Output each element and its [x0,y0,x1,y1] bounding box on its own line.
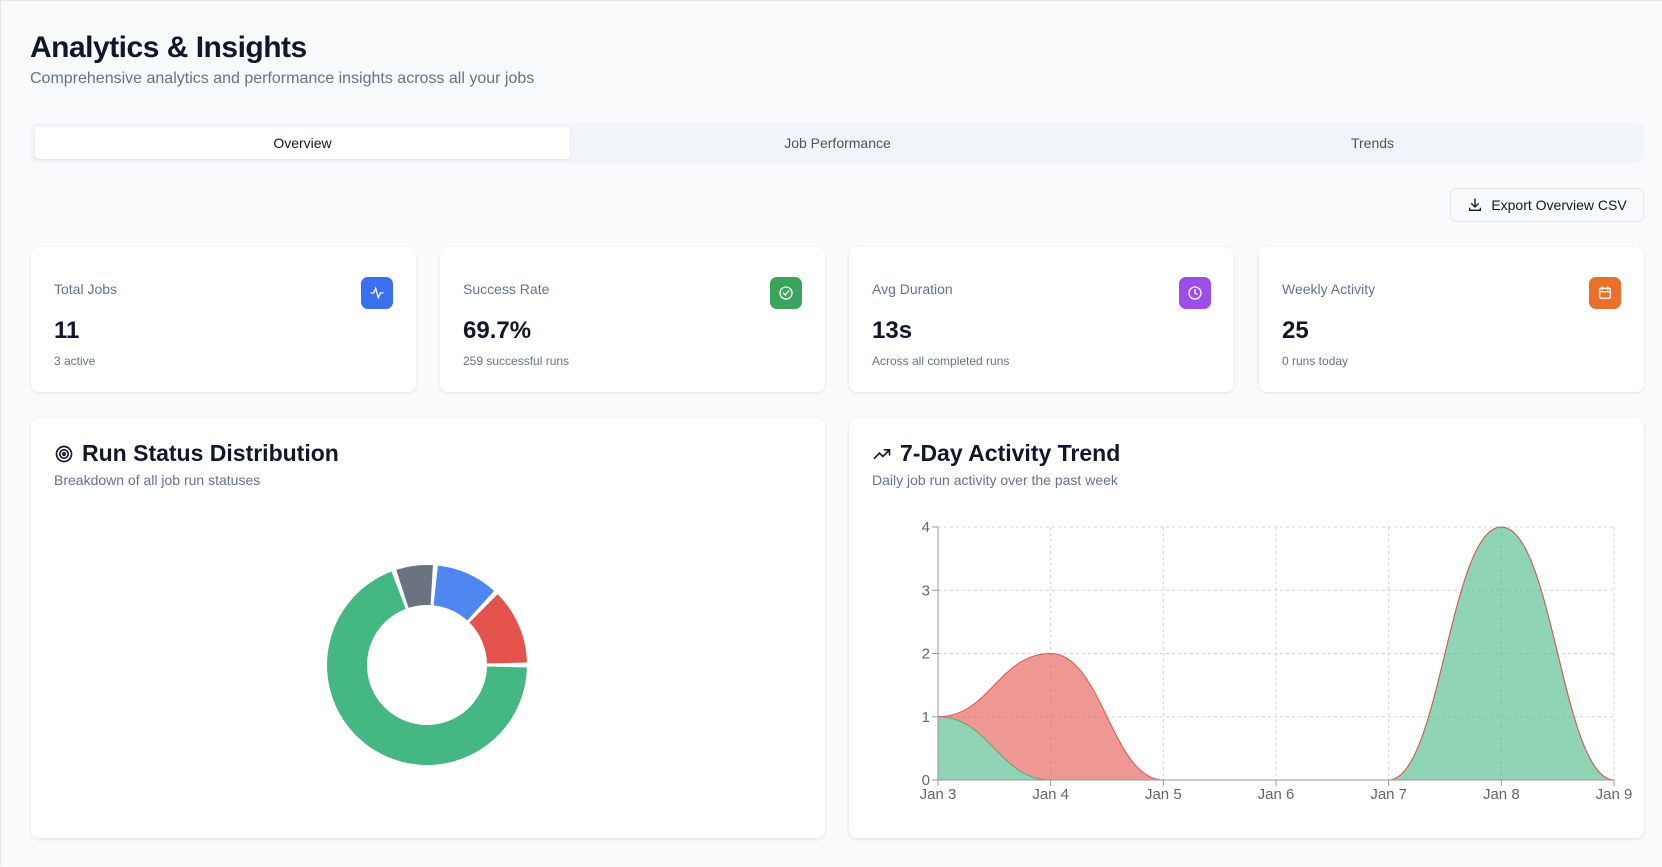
activity-icon [361,277,393,309]
stat-label: Total Jobs [54,281,118,297]
donut-slice[interactable] [469,594,527,664]
tab-overview[interactable]: Overview [35,127,570,159]
stat-card-total-jobs: Total Jobs 11 3 active [31,247,416,392]
stat-label: Avg Duration [872,281,953,297]
check-circle-icon [770,277,802,309]
card-title: Run Status Distribution [82,440,339,466]
tab-job-performance[interactable]: Job Performance [784,135,891,151]
stat-value: 25 [1282,317,1309,344]
stat-card-weekly-activity: Weekly Activity 25 0 runs today [1259,247,1644,392]
stat-value: 11 [54,317,80,344]
donut-chart [327,565,527,765]
stat-card-avg-duration: Avg Duration 13s Across all completed ru… [849,247,1234,392]
export-label: Export Overview CSV [1491,197,1627,213]
card-subtitle: Daily job run activity over the past wee… [872,472,1118,488]
stat-card-success-rate: Success Rate 69.7% 259 successful runs [440,247,825,392]
card-subtitle: Breakdown of all job run statuses [54,472,261,488]
stat-note: Across all completed runs [872,354,1010,368]
card-title: 7-Day Activity Trend [900,440,1121,466]
stat-note: 0 runs today [1282,354,1349,368]
page-subtitle: Comprehensive analytics and performance … [30,70,535,87]
tab-bar: Overview Job Performance Trends [31,123,1644,163]
tab-trends[interactable]: Trends [1350,135,1395,151]
stat-label: Weekly Activity [1282,281,1376,297]
donut-slice[interactable] [433,565,495,621]
donut-slice[interactable] [396,565,433,608]
export-overview-csv-button[interactable]: Export Overview CSV [1450,188,1644,222]
trending-up-icon [873,448,891,459]
clock-icon [1179,277,1211,309]
run-status-distribution-card: Run Status Distribution Breakdown of all… [31,418,825,838]
target-icon [55,445,73,462]
stat-value: 13s [872,317,913,344]
stat-note: 259 successful runs [463,354,570,368]
download-icon [1469,198,1482,211]
stat-value: 69.7% [463,317,532,344]
activity-trend-card: 7-Day Activity Trend Daily job run activ… [849,418,1644,838]
stat-label: Success Rate [463,281,550,297]
donut-slice[interactable] [327,571,527,765]
calendar-icon [1589,277,1621,309]
stat-note: 3 active [54,354,96,368]
page-title: Analytics & Insights [30,31,307,64]
